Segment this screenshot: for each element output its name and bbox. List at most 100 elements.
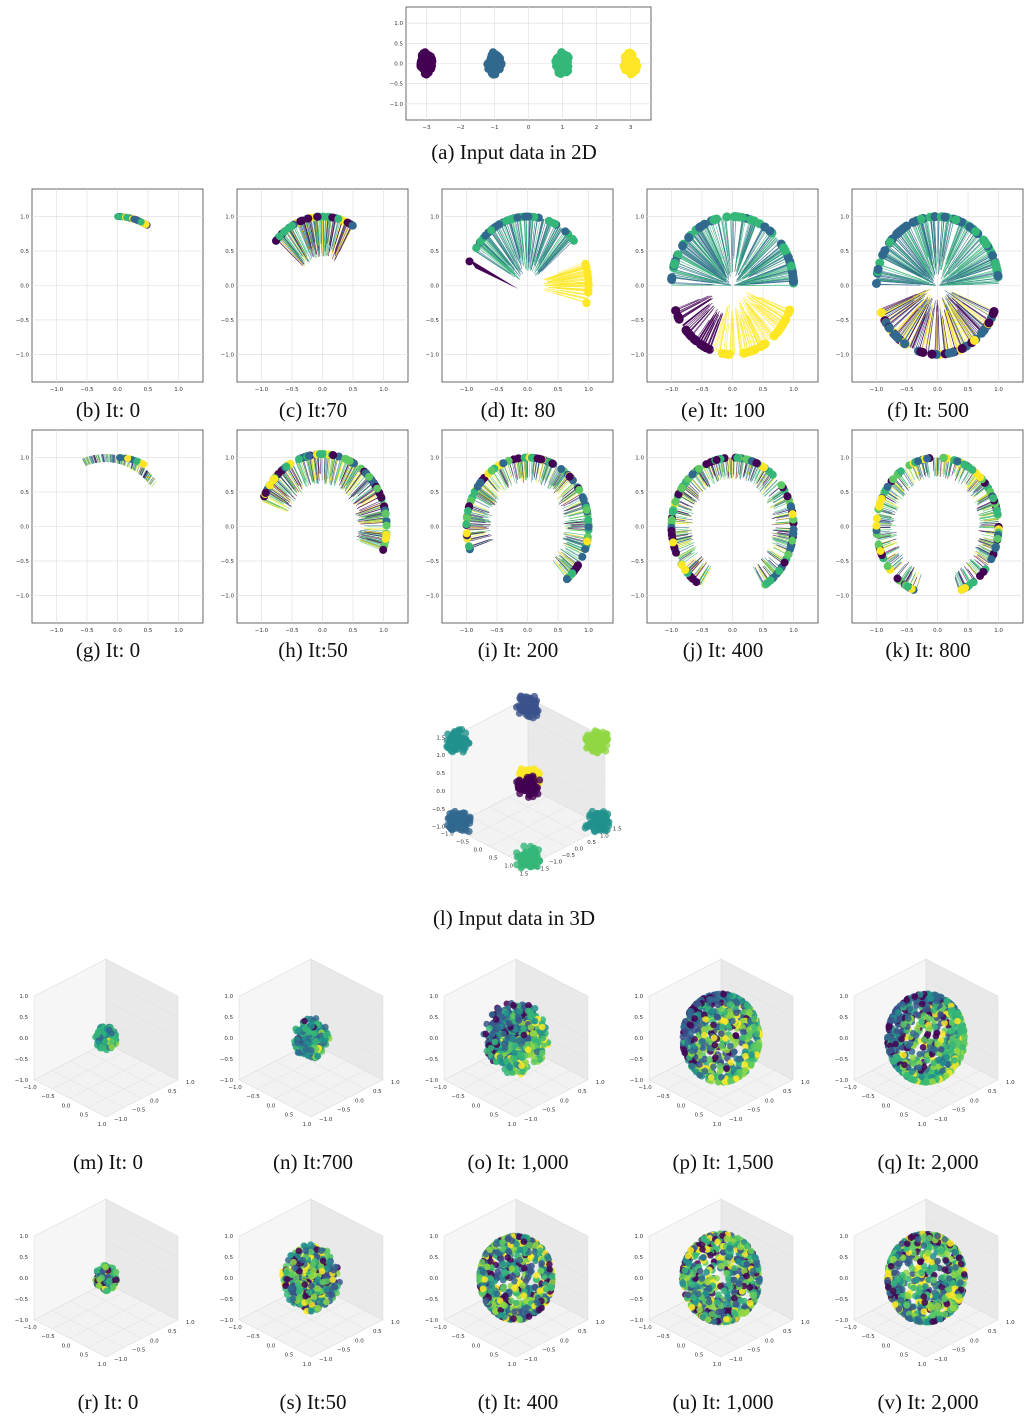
trajectory-line [937,216,943,275]
trajectory-line [718,304,730,353]
trajectory-line [314,454,318,484]
trajectory-line [500,223,523,275]
trajectory-line [913,298,933,350]
trajectory-line [106,454,109,463]
trajectory-line [909,297,933,348]
trajectory-line [288,227,309,262]
data-point [768,470,777,479]
trajectory-line [358,535,386,543]
trajectory-line [555,291,588,300]
trajectory-line [511,218,522,259]
trajectory-line [102,454,105,463]
trajectory-line [877,269,930,284]
trajectory-line [705,223,724,264]
trajectory-line [705,318,719,348]
data-point [381,509,390,518]
data-point [893,227,903,237]
trajectory-line [715,307,728,352]
trajectory-line [750,278,794,284]
trajectory-line [264,494,288,508]
trajectory-line [733,323,735,355]
data-point [426,53,436,62]
chart-f: −1.0 −0.5 0.0 0.5 1.01.00.50.0−0.5−1.0 [836,188,1024,393]
trajectory-line [744,316,757,350]
points [443,692,613,872]
trajectory-line [954,233,979,264]
trajectory-line [329,217,335,246]
trajectory-line [495,226,515,262]
points [114,213,151,229]
trajectory-line [673,268,719,282]
trajectory-line [548,465,557,482]
trajectory-line [920,304,934,352]
trajectory-line [482,238,515,272]
trajectory-line [935,311,938,355]
trajectory-line [918,219,932,262]
data-point [487,466,496,475]
trajectory-line [328,454,333,480]
trajectory-line [285,466,302,493]
grid-line [527,742,605,783]
trajectory-line [739,321,747,353]
trajectory-line [882,294,921,317]
trajectory-line [692,232,717,265]
trajectory-line [877,535,892,539]
trajectory-line [531,457,534,483]
trajectory-line [679,552,692,561]
trajectory-line [703,224,730,279]
trajectory-line [960,266,997,279]
trajectory-line [763,481,780,497]
data-point [939,453,948,462]
trajectory-line [911,223,931,269]
trajectory-line [365,518,387,522]
trajectory-line [919,219,933,266]
trajectory-line [758,304,784,324]
trajectory-line [149,477,155,485]
trajectory-line [536,220,550,258]
trajectory-line [941,217,949,257]
trajectory-line [361,534,386,541]
trajectory-line [359,529,387,534]
trajectory-line [554,290,588,299]
data-point [873,264,883,274]
x-tick-label: 0.5 [489,855,498,861]
trajectory-line [699,571,707,585]
data-point [756,342,766,352]
trajectory-line [747,303,776,336]
trajectory-line [112,454,114,463]
chart-b: −1.0 −0.5 0.0 0.5 1.01.00.50.0−0.5−1.0 [16,188,204,393]
trajectory-line [528,216,532,263]
points [291,1015,333,1062]
trajectory-line [486,233,515,270]
trajectory-line [262,498,283,509]
data-point [701,343,711,353]
trajectory-line [685,305,711,330]
trajectory-line [351,477,371,498]
trajectory-line [752,295,789,314]
trajectory-line [296,460,306,483]
data-point [783,253,793,263]
trajectory-line [750,242,781,270]
grid-line [256,1070,330,1108]
trajectory-line [358,533,386,540]
data-point [670,258,680,268]
x-tick-label: −1.0 [870,628,884,634]
trajectory-line [876,277,923,284]
trajectory-line [341,225,354,249]
trajectory-line [468,508,493,517]
trajectory-line [360,541,384,551]
trajectory-line [563,543,585,553]
trajectory-line [915,308,931,350]
trajectory-line [876,283,914,286]
data-point [328,213,337,222]
trajectory-line [752,303,781,329]
data-point [520,842,528,850]
trajectory-line [263,498,288,510]
trajectory-line [540,461,549,485]
y-tick-label: 0.5 [635,249,644,255]
trajectory-line [743,249,785,278]
trajectory-line [684,483,700,497]
points [465,212,593,308]
trajectory-line [466,524,491,527]
data-point [878,250,888,260]
